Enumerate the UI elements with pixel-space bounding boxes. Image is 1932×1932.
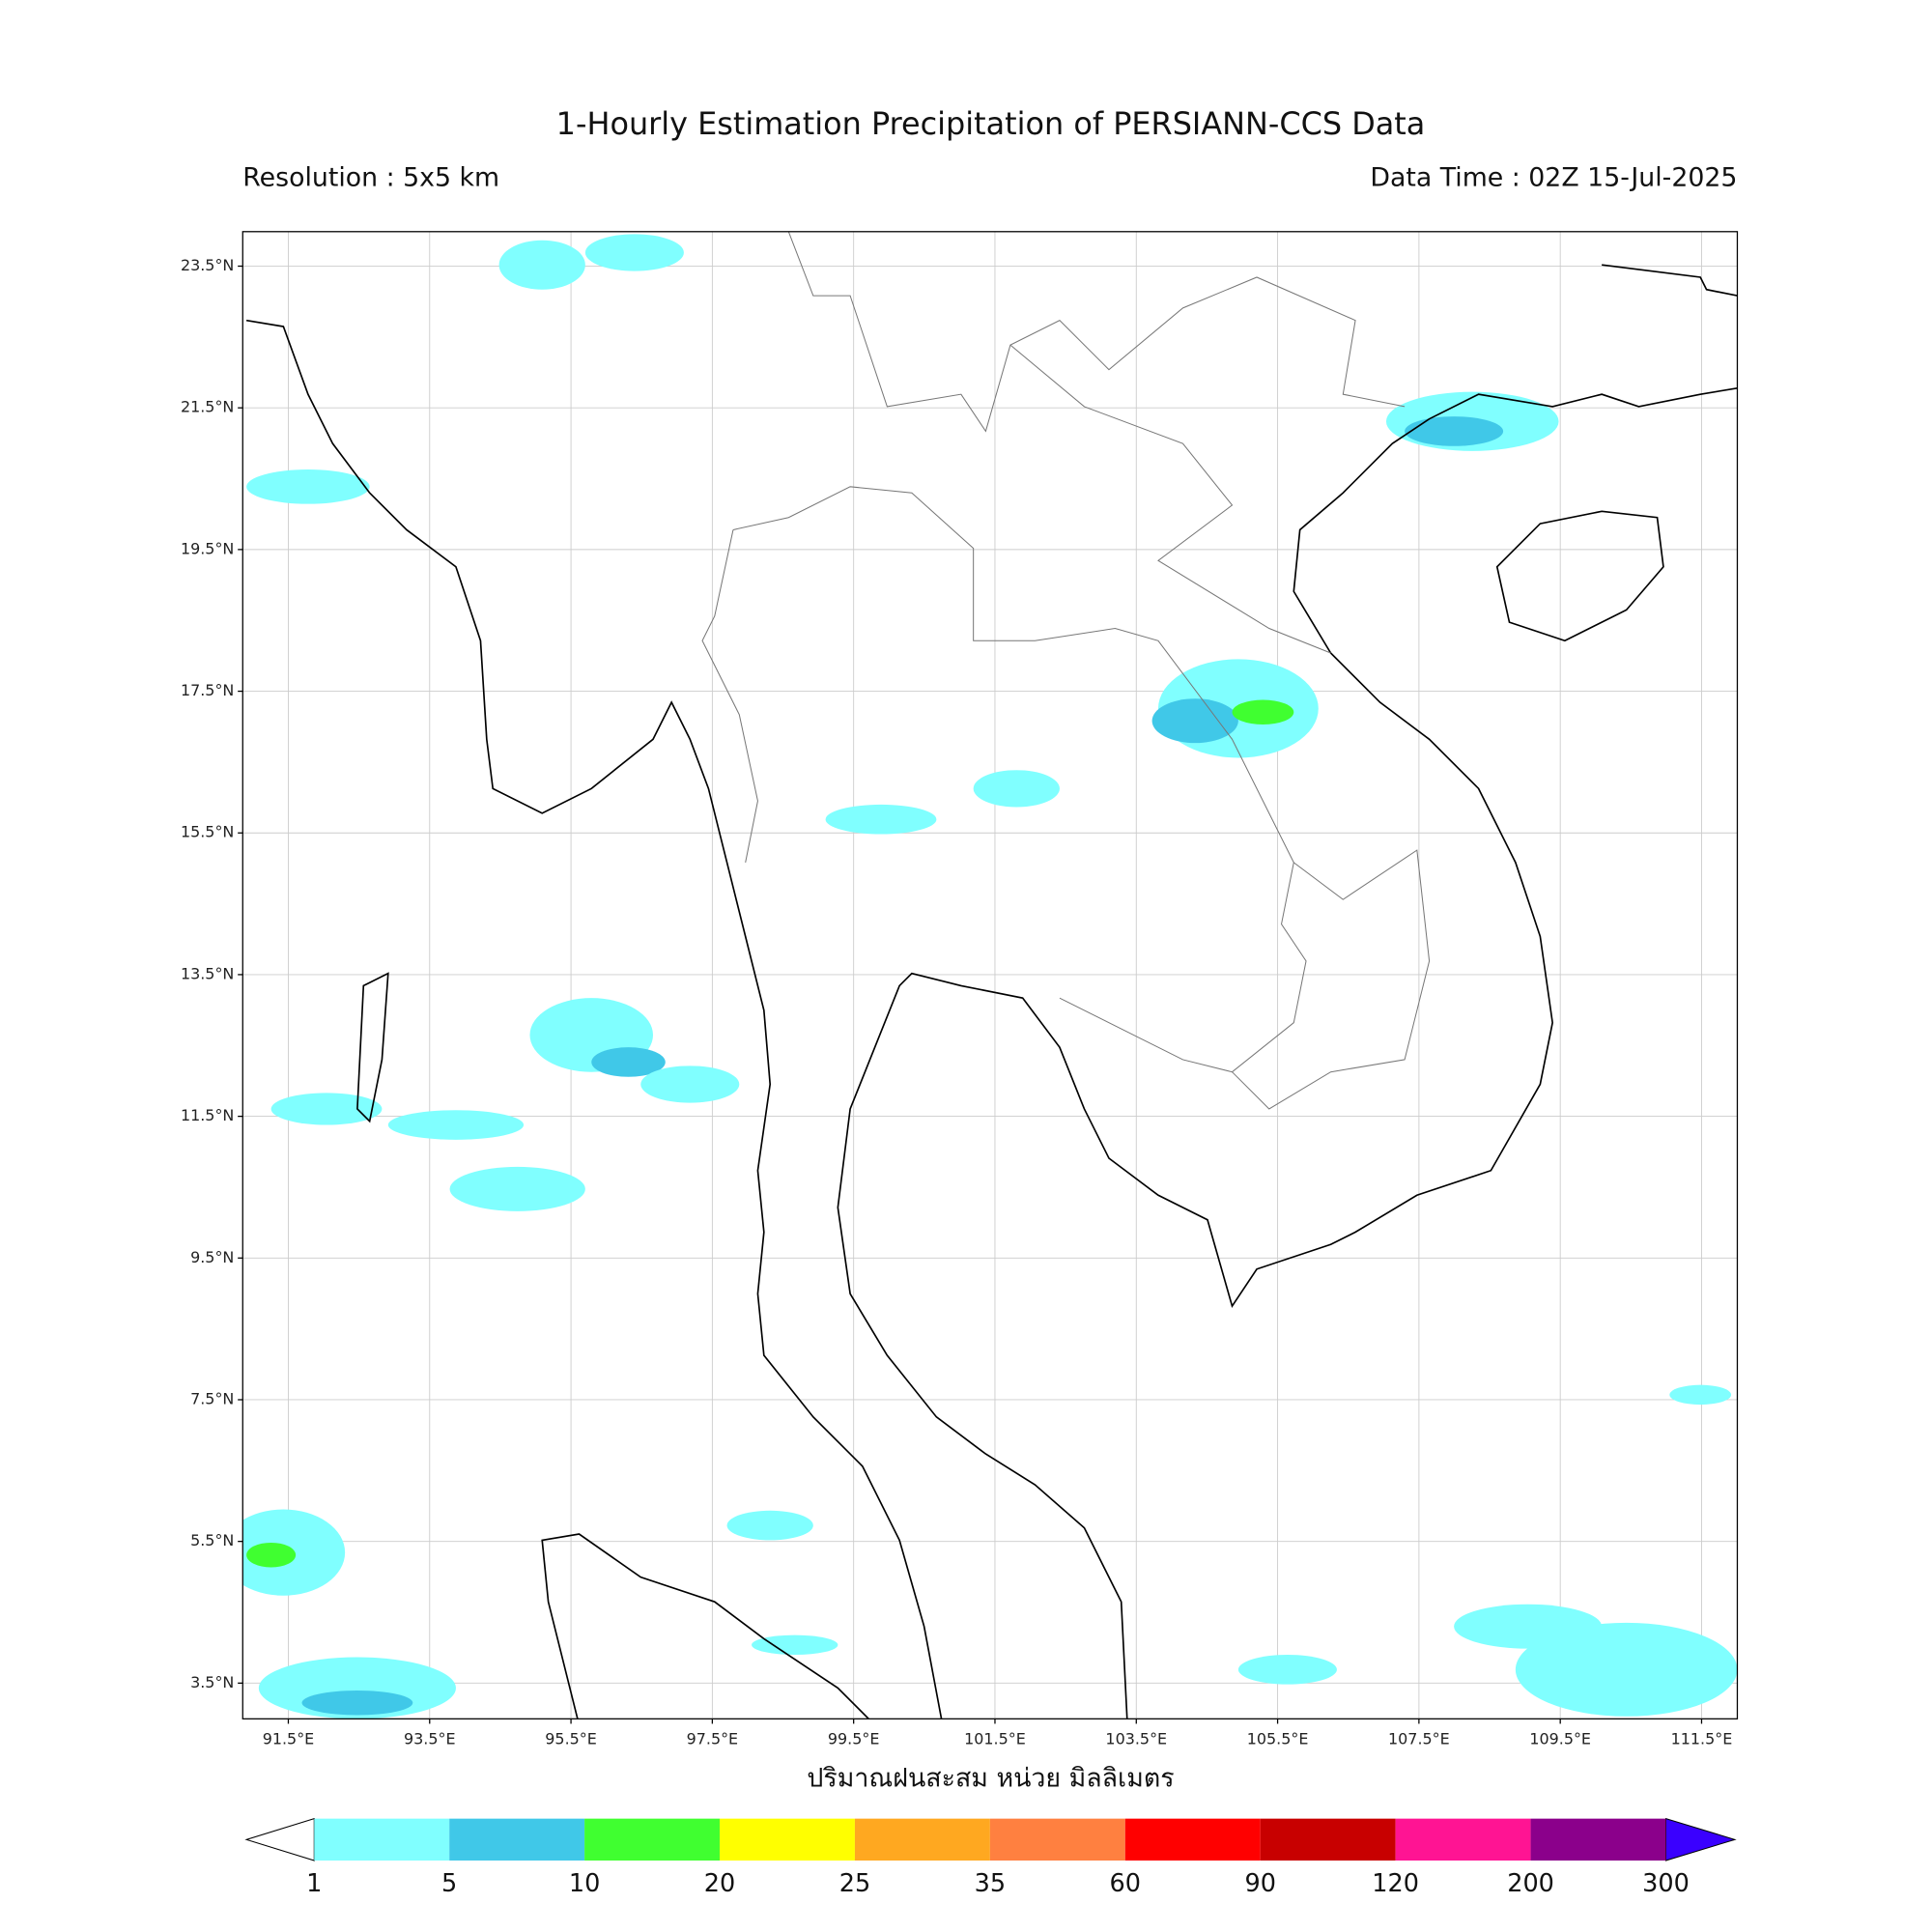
rain-area <box>1405 416 1504 446</box>
colorbar-box <box>1530 1818 1666 1861</box>
rain-area <box>973 770 1060 808</box>
colorbar-label: 20 <box>704 1869 735 1898</box>
colorbar-label: 120 <box>1372 1869 1419 1898</box>
colorbar-under <box>244 1817 315 1861</box>
colorbar-box <box>449 1818 585 1861</box>
lat-tick-label: 21.5°N <box>181 398 234 416</box>
lon-tick-label: 93.5°E <box>404 1730 456 1748</box>
colorbar-box <box>989 1818 1125 1861</box>
rain-area <box>726 1510 813 1541</box>
lon-tick-label: 101.5°E <box>964 1730 1026 1748</box>
colorbar-box <box>1124 1818 1261 1861</box>
lat-tick-label: 13.5°N <box>181 964 234 982</box>
country-border <box>787 231 1431 1110</box>
rain-area <box>301 1690 413 1716</box>
china-coast <box>1602 264 1738 297</box>
rain-area <box>449 1166 585 1211</box>
colorbar-box <box>1395 1818 1531 1861</box>
rain-area <box>246 1542 297 1568</box>
rain-area <box>752 1634 838 1656</box>
hainan <box>1495 510 1664 642</box>
lat-tick-label: 7.5°N <box>190 1389 234 1407</box>
lon-tick-label: 107.5°E <box>1388 1730 1450 1748</box>
lat-tick-label: 17.5°N <box>181 681 234 699</box>
lon-tick-label: 95.5°E <box>545 1730 597 1748</box>
colorbar-label: 10 <box>569 1869 600 1898</box>
map-frame <box>242 231 1739 1719</box>
rain-area <box>584 234 684 271</box>
lat-tick-label: 5.5°N <box>190 1531 234 1549</box>
rain-area <box>1669 1384 1732 1406</box>
colorbar-label: 35 <box>975 1869 1006 1898</box>
lat-tick-label: 19.5°N <box>181 539 234 557</box>
resolution: Resolution : 5x5 km <box>242 163 499 193</box>
colorbar-label: 60 <box>1110 1869 1141 1898</box>
colorbar: 1 5 10 20 25 35 60 90 120 200 300 <box>244 1817 1737 1898</box>
rain-area <box>498 240 585 290</box>
colorbar-box <box>854 1818 990 1861</box>
title: 1-Hourly Estimation Precipitation of PER… <box>556 105 1426 142</box>
colorbar-label: 1 <box>306 1869 322 1898</box>
colorbar-box <box>720 1818 855 1861</box>
colorbar-box <box>314 1818 450 1861</box>
geography <box>245 231 1738 1719</box>
sumatra <box>541 1533 870 1719</box>
lon-tick-label: 109.5°E <box>1529 1730 1591 1748</box>
lon-tick-label: 91.5°E <box>263 1730 315 1748</box>
lat-tick-label: 9.5°N <box>190 1248 234 1266</box>
lon-tick-label: 103.5°E <box>1105 1730 1167 1748</box>
coastline <box>245 319 1738 1719</box>
grid-layer <box>242 231 1738 1719</box>
rain-area <box>1232 699 1294 724</box>
data-time: Data Time : 02Z 15-Jul-2025 <box>1370 163 1737 193</box>
lon-tick-label: 105.5°E <box>1247 1730 1309 1748</box>
colorbar-over <box>1664 1817 1737 1861</box>
lat-tick-label: 23.5°N <box>181 256 234 274</box>
colorbar-label: 200 <box>1507 1869 1554 1898</box>
colorbar-label: 300 <box>1642 1869 1690 1898</box>
rain-area <box>387 1110 525 1140</box>
precipitation <box>242 234 1738 1719</box>
rain-area <box>246 469 370 504</box>
rain-area <box>640 1065 740 1103</box>
colorbar-label: 25 <box>839 1869 870 1898</box>
rain-area <box>1151 698 1238 744</box>
lat-tick-label: 11.5°N <box>181 1106 234 1124</box>
lon-tick-label: 111.5°E <box>1671 1730 1733 1748</box>
x-label: ปริมาณฝนสะสม หน่วย มิลลิเมตร <box>807 1763 1174 1793</box>
rain-area <box>1237 1655 1337 1685</box>
colorbar-label: 5 <box>441 1869 457 1898</box>
colorbar-box <box>584 1818 721 1861</box>
rain-area <box>825 804 937 835</box>
andaman <box>356 972 389 1123</box>
lat-tick-label: 3.5°N <box>190 1673 234 1691</box>
colorbar-label: 90 <box>1244 1869 1275 1898</box>
lat-tick-label: 15.5°N <box>181 823 234 841</box>
rain-area <box>1515 1622 1738 1717</box>
colorbar-box <box>1260 1818 1396 1861</box>
rain-area <box>591 1047 666 1077</box>
lon-tick-label: 99.5°E <box>828 1730 880 1748</box>
rain-area <box>270 1093 383 1125</box>
lon-tick-label: 97.5°E <box>687 1730 739 1748</box>
